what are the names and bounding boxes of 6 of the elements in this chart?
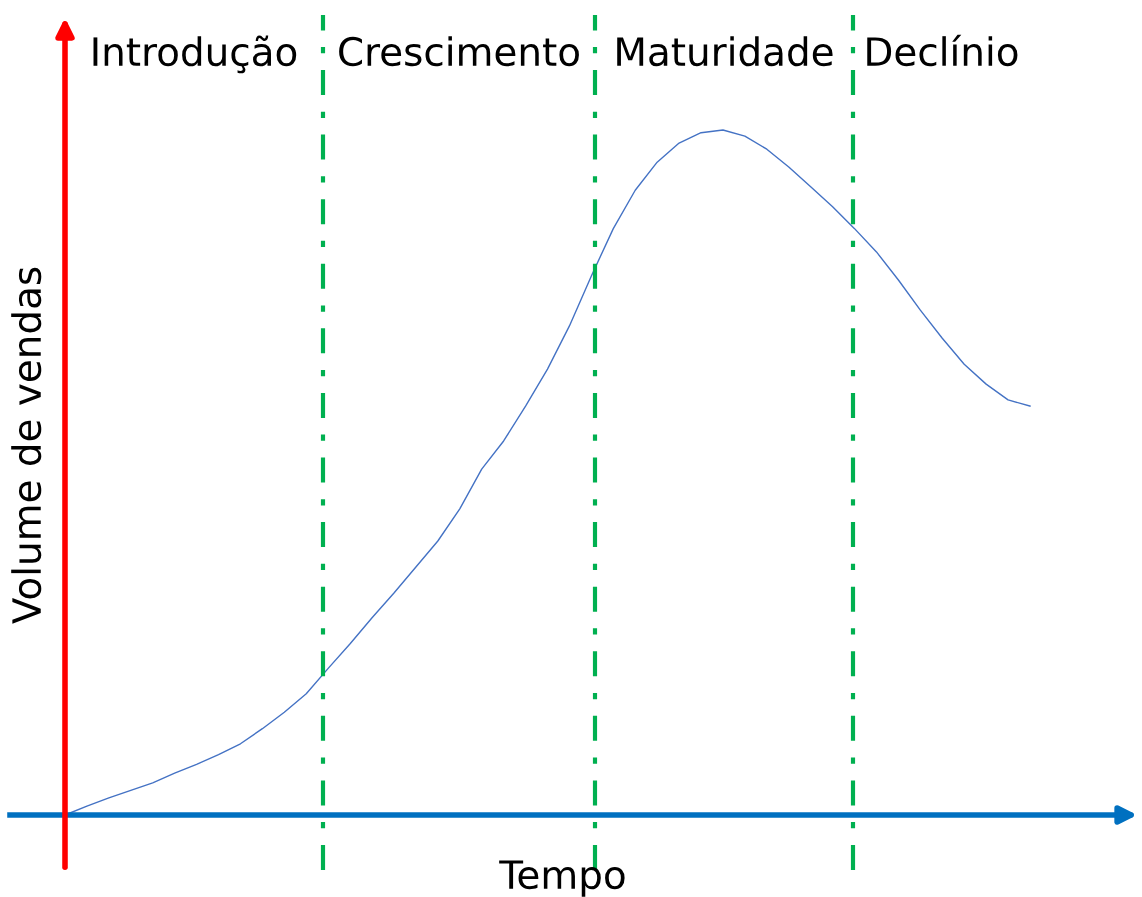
text: Maturidade — [617, 36, 833, 67]
y-axis-title: Volume de vendas — [11, 267, 42, 624]
x-axis-title: Tempo — [499, 860, 625, 897]
text: Crescimento — [339, 36, 579, 67]
text: Declínio — [867, 34, 1018, 67]
text: Introdução — [93, 35, 297, 74]
